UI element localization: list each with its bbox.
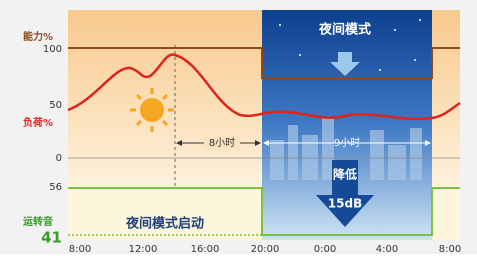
y-tick: 100: [43, 44, 62, 55]
reduce-amount: 15dB: [328, 197, 362, 211]
reduce-label: 降低: [333, 167, 357, 182]
night-title: 夜间模式: [318, 22, 371, 38]
duration-label: 8小时: [209, 137, 235, 149]
y-tick: 50: [49, 100, 62, 111]
x-tick: 16:00: [191, 244, 220, 254]
axis-label: 负荷%: [23, 116, 53, 129]
x-tick: 0:00: [314, 244, 336, 254]
axis-label: 运转音: [23, 215, 53, 228]
y-tick: 56: [49, 182, 62, 193]
duration-label: 9小时: [334, 137, 360, 149]
x-tick: 4:00: [376, 244, 398, 254]
y-tick: 41: [41, 229, 62, 247]
x-tick: 12:00: [129, 244, 158, 254]
diagram: 8小时 9小时 夜间模式 降低 15dB 夜间模式启动 能力% 负荷% 运转音 …: [0, 0, 477, 254]
x-tick: 8:00: [439, 244, 461, 254]
night-start: 夜间模式启动: [125, 216, 204, 232]
x-tick: 20:00: [251, 244, 280, 254]
axis-label: 能力%: [23, 30, 53, 43]
y-tick: 0: [56, 153, 62, 164]
x-tick: 8:00: [69, 244, 91, 254]
